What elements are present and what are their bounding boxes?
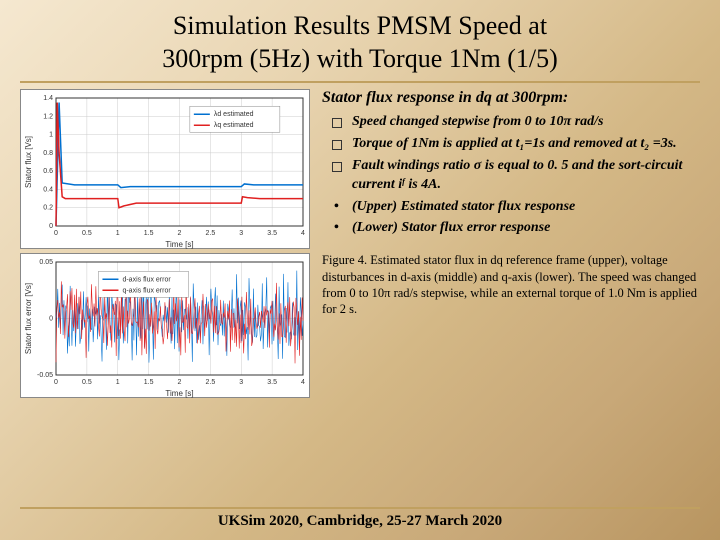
svg-text:2.5: 2.5 <box>206 230 216 237</box>
svg-text:0.4: 0.4 <box>43 186 53 193</box>
svg-text:3: 3 <box>239 230 243 237</box>
slide-title: Simulation Results PMSM Speed at 300rpm … <box>20 10 700 75</box>
svg-text:1.2: 1.2 <box>43 113 53 120</box>
footer: UKSim 2020, Cambridge, 25-27 March 2020 <box>20 503 700 532</box>
svg-text:0.2: 0.2 <box>43 205 53 212</box>
svg-text:1: 1 <box>116 379 120 386</box>
text-column: Stator flux response in dq at 300rpm: Sp… <box>318 89 700 503</box>
svg-text:0: 0 <box>54 379 58 386</box>
subtitle: Stator flux response in dq at 300rpm: <box>322 89 700 107</box>
title-line1: Simulation Results PMSM Speed at <box>173 11 547 40</box>
bullet-item: Fault windings ratio σ is equal to 0. 5 … <box>330 157 700 195</box>
chart-upper: 0 0.5 1 1.5 2 2.5 3 3.5 4 0 0.2 0.4 0.6 0.8 1 1.2 1.4 Tim… <box>20 89 310 249</box>
bullet-list: Speed changed stepwise from 0 to 10π rad… <box>322 113 700 238</box>
bullet-item: (Upper) Estimated stator flux response <box>330 198 700 217</box>
svg-text:λd estimated: λd estimated <box>214 111 254 118</box>
svg-text:0: 0 <box>49 223 53 230</box>
svg-text:3.5: 3.5 <box>267 379 277 386</box>
bullet-item: (Lower) Stator flux error response <box>330 219 700 238</box>
bullet-item: Torque of 1Nm is applied at t₁=1s and re… <box>330 135 700 154</box>
svg-text:λq estimated: λq estimated <box>214 122 254 129</box>
svg-text:Stator flux error [Vs]: Stator flux error [Vs] <box>24 283 33 354</box>
svg-text:2: 2 <box>178 230 182 237</box>
svg-text:0.5: 0.5 <box>82 230 92 237</box>
charts-column: 0 0.5 1 1.5 2 2.5 3 3.5 4 0 0.2 0.4 0.6 0.8 1 1.2 1.4 Tim… <box>20 89 310 503</box>
svg-text:q-axis flux error: q-axis flux error <box>122 287 171 294</box>
svg-text:3.5: 3.5 <box>267 230 277 237</box>
svg-text:3: 3 <box>239 379 243 386</box>
svg-text:Time [s]: Time [s] <box>165 389 193 398</box>
svg-text:1.5: 1.5 <box>144 230 154 237</box>
svg-text:4: 4 <box>301 379 305 386</box>
svg-text:0.05: 0.05 <box>39 259 53 266</box>
svg-text:4: 4 <box>301 230 305 237</box>
bullet-item: Speed changed stepwise from 0 to 10π rad… <box>330 113 700 132</box>
svg-text:1: 1 <box>49 132 53 139</box>
svg-text:1.4: 1.4 <box>43 95 53 102</box>
chart-lower: 00.511.522.533.54-0.0500.05Time [s]Stato… <box>20 253 310 398</box>
svg-text:2: 2 <box>178 379 182 386</box>
title-divider <box>20 81 700 83</box>
svg-text:0: 0 <box>49 316 53 323</box>
svg-text:Time [s]: Time [s] <box>165 240 193 249</box>
svg-text:d-axis flux error: d-axis flux error <box>122 276 171 283</box>
svg-text:0.8: 0.8 <box>43 150 53 157</box>
svg-text:1.5: 1.5 <box>144 379 154 386</box>
figure-caption: Figure 4. Estimated stator flux in dq re… <box>322 252 700 317</box>
svg-text:-0.05: -0.05 <box>37 372 53 379</box>
title-line2: 300rpm (5Hz) with Torque 1Nm (1/5) <box>162 44 558 73</box>
svg-text:Stator flux [Vs]: Stator flux [Vs] <box>24 136 33 188</box>
svg-text:2.5: 2.5 <box>206 379 216 386</box>
svg-text:0.5: 0.5 <box>82 379 92 386</box>
svg-text:0: 0 <box>54 230 58 237</box>
svg-text:1: 1 <box>116 230 120 237</box>
svg-text:0.6: 0.6 <box>43 168 53 175</box>
